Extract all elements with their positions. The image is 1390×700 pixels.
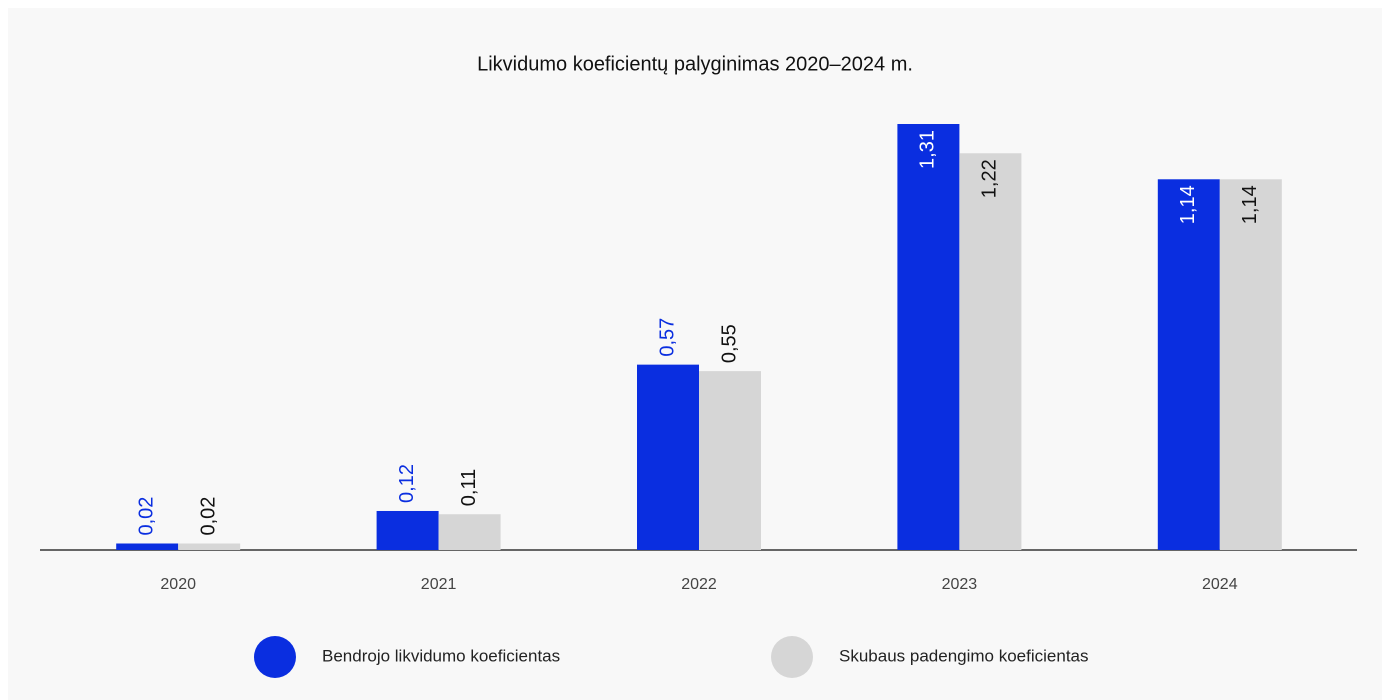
bar [637, 364, 699, 550]
x-tick-label: 2021 [421, 576, 457, 593]
value-label: 1,31 [917, 130, 939, 169]
bar [959, 153, 1022, 550]
legend-swatch [254, 636, 296, 678]
background [8, 8, 1382, 700]
value-label: 0,12 [396, 464, 418, 503]
value-label: 0,02 [197, 497, 219, 536]
bar [178, 543, 241, 550]
x-tick-label: 2023 [942, 576, 978, 593]
x-tick-label: 2024 [1202, 576, 1238, 593]
value-label: 1,14 [1239, 185, 1261, 224]
bar [1157, 179, 1220, 550]
value-label: 1,14 [1177, 185, 1199, 224]
legend-label: Bendrojo likvidumo koeficientas [322, 646, 560, 665]
value-label: 0,11 [458, 469, 480, 506]
bar [897, 124, 960, 550]
bar [699, 371, 761, 550]
x-tick-label: 2020 [160, 576, 196, 593]
bar [376, 510, 439, 550]
value-label: 0,55 [718, 324, 740, 363]
x-tick-label: 2022 [681, 576, 717, 593]
bar [1219, 179, 1282, 550]
legend-swatch [771, 636, 813, 678]
value-label: 1,22 [979, 159, 1001, 198]
value-label: 0,02 [135, 497, 157, 536]
bar [438, 514, 501, 550]
chart-title: Likvidumo koeficientų palyginimas 2020–2… [477, 53, 913, 75]
value-label: 0,57 [656, 318, 678, 357]
bar [116, 543, 179, 550]
legend-label: Skubaus padengimo koeficientas [839, 646, 1089, 665]
